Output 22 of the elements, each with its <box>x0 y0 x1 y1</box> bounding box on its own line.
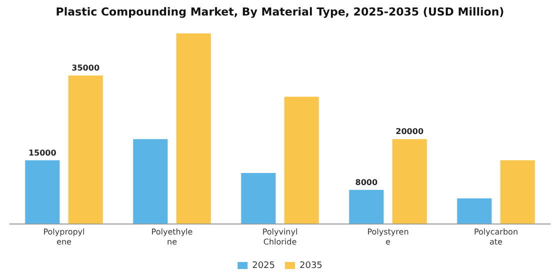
bar <box>349 190 384 224</box>
bar <box>176 33 211 224</box>
bar <box>392 139 427 224</box>
x-tick-label: Polyvinyl Chloride <box>262 228 298 246</box>
x-tick-label: Polypropyl ene <box>43 228 85 246</box>
bar <box>457 198 492 224</box>
data-label: 35000 <box>72 64 100 73</box>
x-tick-label: Polyethyle ne <box>151 228 193 246</box>
chart-title: Plastic Compounding Market, By Material Type, 2025-2035 (USD Million) <box>56 5 504 18</box>
bar <box>25 160 60 224</box>
data-label: 15000 <box>28 148 57 158</box>
legend-label: 2025 <box>252 260 275 271</box>
data-label: 8000 <box>355 178 378 187</box>
legend-label: 2035 <box>300 260 322 271</box>
bar <box>284 96 319 224</box>
bar <box>500 160 535 224</box>
bar <box>241 172 276 224</box>
bar <box>68 76 103 224</box>
data-label: 20000 <box>396 127 424 136</box>
bar <box>133 139 168 224</box>
x-tick-label: Polycarbon ate <box>474 228 518 246</box>
x-tick-label: Polystyren e <box>367 228 409 246</box>
